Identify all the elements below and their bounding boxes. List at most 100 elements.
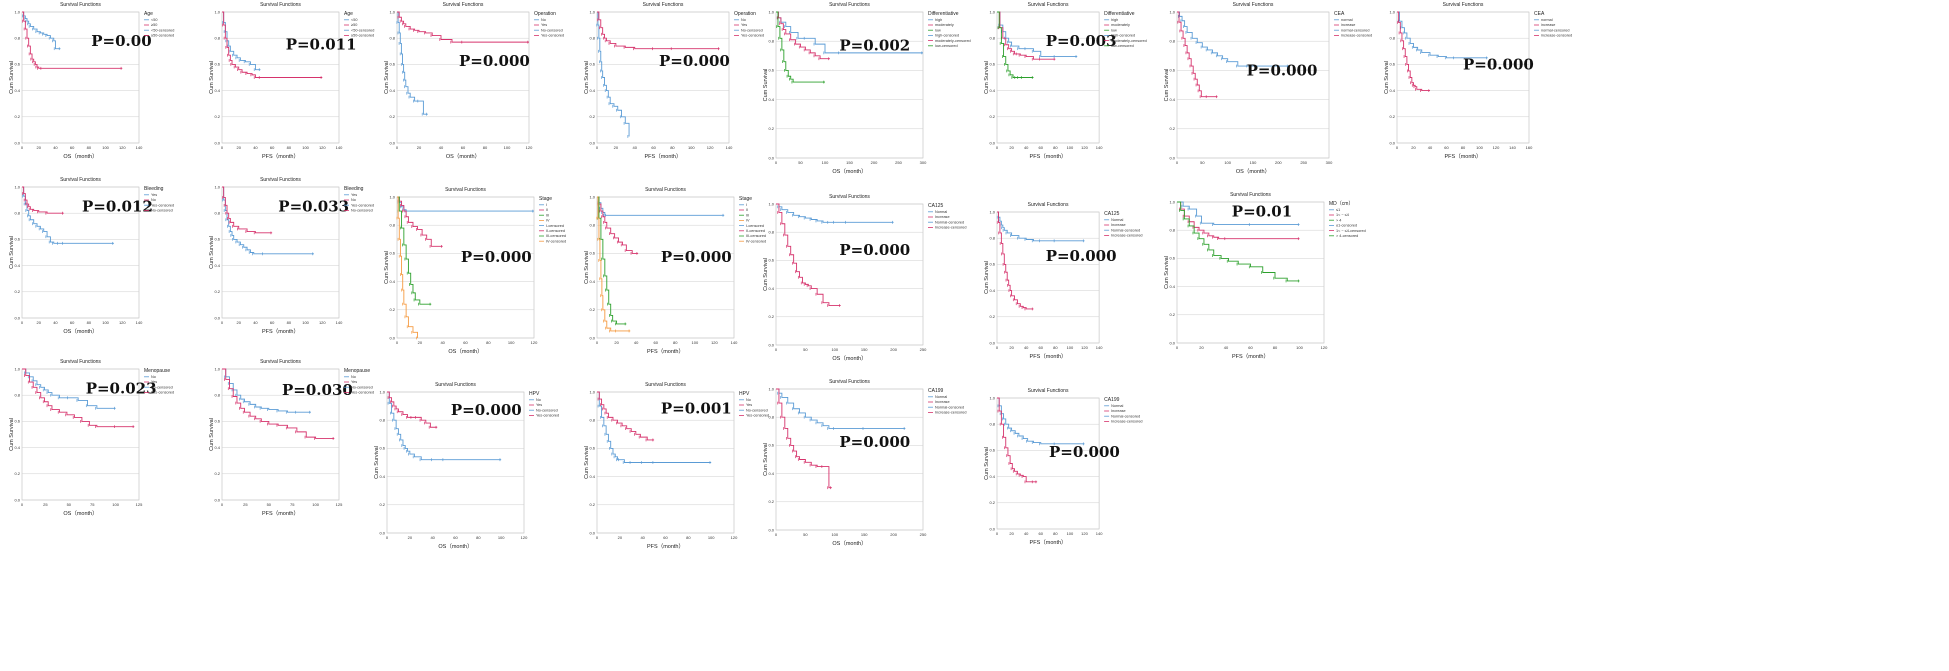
km-chart-svg: Survival Functions 0.0 0.2 0.4 0.6 0.8 1.0 0 20 4…	[209, 2, 374, 160]
km-panel-15: Survival Functions 0.0 0.2 0.4 0.6 0.8 1.0 0 20 4…	[1163, 190, 1378, 365]
x-tick-label: 75	[290, 502, 295, 507]
plot-frame	[1176, 11, 1330, 159]
y-tick-label: 1.0	[14, 9, 20, 14]
y-tick-label: 1.0	[589, 389, 595, 394]
y-tick-label: 0.0	[14, 140, 20, 145]
chart-title: Survival Functions	[1028, 202, 1069, 208]
survival-curve-high	[997, 11, 1078, 57]
x-tick-label: 20	[408, 535, 413, 540]
x-tick-label: 100	[688, 145, 695, 150]
legend-item: No	[151, 198, 156, 202]
y-tick-label: 0.2	[14, 114, 20, 119]
x-tick-label: 40	[253, 145, 258, 150]
legend-item: <50	[351, 18, 357, 22]
x-tick-label: 80	[476, 535, 481, 540]
x-tick-label: 120	[1081, 145, 1088, 150]
legend-item: normal	[1341, 18, 1353, 22]
y-tick-label: 0.8	[589, 418, 595, 423]
y-axis-label: Cum Survival	[209, 418, 215, 451]
y-tick-label: 0.2	[768, 314, 774, 319]
y-tick-label: 0.6	[1169, 256, 1175, 261]
x-tick-label: 50	[67, 502, 72, 507]
x-tick-label: 60	[1444, 145, 1449, 150]
legend-item: Normal-censored	[1111, 414, 1140, 418]
km-panel-12: Survival Functions 0.0 0.2 0.4 0.6 0.8 1.0 0 20 4…	[583, 185, 788, 360]
x-tick-label: 125	[136, 502, 143, 507]
y-tick-label: 0.2	[589, 114, 595, 119]
p-value-label: P=0.000	[1463, 55, 1534, 73]
p-value-label: P=0.000	[659, 52, 730, 70]
chart-title: Survival Functions	[1028, 388, 1069, 394]
x-tick-label: 80	[1053, 531, 1058, 536]
x-tick-label: 40	[1024, 345, 1029, 350]
chart-title: Survival Functions	[445, 187, 486, 193]
x-tick-label: 60	[70, 145, 75, 150]
p-value-label: P=0.000	[839, 433, 910, 451]
y-tick-label: 0.4	[214, 88, 220, 93]
chart-title: Survival Functions	[260, 359, 301, 365]
legend-item: No-censored	[741, 28, 763, 32]
x-tick-label: 0	[996, 345, 999, 350]
y-tick-label: 1.0	[989, 9, 995, 14]
legend-title: Stage	[539, 196, 552, 202]
x-tick-label: 150	[846, 160, 853, 165]
p-value-label: P=0.030	[282, 381, 353, 399]
plot-frame	[596, 196, 735, 339]
y-tick-label: 0.4	[989, 474, 995, 479]
x-tick-label: 120	[531, 340, 538, 345]
y-tick-label: 0.4	[214, 445, 220, 450]
km-chart-svg: Survival Functions 0.0 0.2 0.4 0.6 0.8 1.0 0 25 5…	[9, 359, 174, 517]
legend-item: No	[746, 398, 751, 402]
survival-curve-yes	[22, 186, 114, 244]
y-tick-label: 0.0	[989, 526, 995, 531]
chart-title: Survival Functions	[1028, 2, 1069, 8]
x-tick-label: 60	[663, 535, 668, 540]
km-panel-2: Survival Functions 0.0 0.2 0.4 0.6 0.8 1.0 0 20 4…	[208, 0, 393, 165]
x-tick-label: 140	[726, 145, 733, 150]
y-tick-label: 1.0	[1169, 199, 1175, 204]
y-tick-label: 0.2	[14, 471, 20, 476]
y-tick-label: 0.0	[389, 140, 395, 145]
y-tick-label: 0.4	[1389, 88, 1395, 93]
y-axis-label: Cum Survival	[984, 61, 990, 94]
y-tick-label: 0.0	[389, 335, 395, 340]
p-value-label: P=0.000	[1046, 247, 1117, 265]
x-tick-label: 20	[36, 145, 41, 150]
x-tick-label: 20	[417, 145, 422, 150]
km-panel-3: Survival Functions 0.0 0.2 0.4 0.6 0.8 1.0 0 20 4…	[383, 0, 583, 165]
x-tick-label: 60	[1248, 345, 1253, 350]
x-tick-label: 0	[21, 145, 24, 150]
x-tick-label: 60	[1039, 345, 1044, 350]
y-tick-label: 0.6	[389, 251, 395, 256]
x-tick-label: 100	[1224, 160, 1231, 165]
y-tick-label: 0.2	[14, 289, 20, 294]
legend-item: normal	[1541, 18, 1553, 22]
chart-title: Survival Functions	[829, 2, 870, 8]
x-axis-label: PFS（month）	[1445, 153, 1482, 160]
p-value-label: P=0.000	[839, 241, 910, 259]
km-chart-svg: Survival Functions 0.0 0.2 0.4 0.6 0.8 1.0 0 20 4…	[374, 382, 559, 550]
legend-item: I	[546, 203, 547, 207]
x-tick-label: 0	[596, 340, 599, 345]
p-value-label: P=0.00	[91, 32, 151, 50]
legend-item: low	[1111, 28, 1117, 32]
km-panel-10: Survival Functions 0.0 0.2 0.4 0.6 0.8 1.0 0 20 4…	[208, 175, 393, 340]
x-axis-label: PFS（month）	[645, 153, 682, 160]
x-tick-label: 0	[221, 320, 224, 325]
x-axis-label: OS（month）	[832, 355, 866, 362]
x-tick-label: 20	[418, 340, 423, 345]
legend-item: No-censored	[351, 209, 373, 213]
y-axis-label: Cum Survival	[763, 69, 769, 102]
y-tick-label: 1.0	[14, 366, 20, 371]
y-axis-label: Cum Survival	[584, 61, 590, 94]
legend-item: normal-censored	[1341, 28, 1370, 32]
legend-item: moderately	[935, 23, 954, 27]
legend-item: Yes-censored	[351, 203, 374, 207]
y-tick-label: 0.0	[1389, 140, 1395, 145]
y-tick-label: 0.0	[589, 140, 595, 145]
survival-curve-no	[22, 368, 116, 409]
y-tick-label: 0.4	[589, 474, 595, 479]
p-value-label: P=0.011	[286, 36, 357, 54]
y-tick-label: 0.2	[1169, 126, 1175, 131]
km-panel-21: Survival Functions 0.0 0.2 0.4 0.6 0.8 1.0 0 20 4…	[983, 386, 1148, 551]
